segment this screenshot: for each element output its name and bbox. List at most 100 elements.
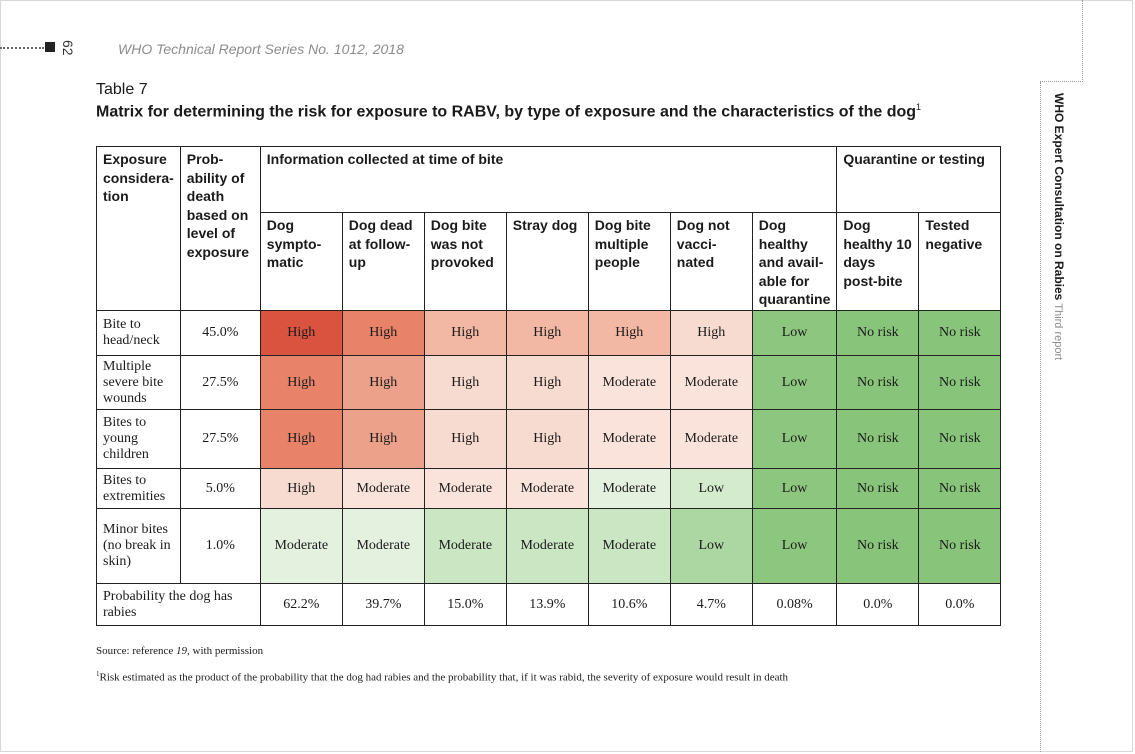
header-column: Dog dead at follow-up [341,212,425,311]
row-label: Bites to extremities [96,468,181,509]
risk-cell: Moderate [587,468,671,509]
risk-cell: Moderate [587,355,671,410]
risk-cell: High [259,355,343,410]
source-prefix: Source: reference [96,645,177,657]
row-probability: 27.5% [179,409,261,469]
risk-cell: No risk [918,355,1002,410]
header-column: Dog bite was not provoked [423,212,507,311]
running-head: WHO Technical Report Series No. 1012, 20… [118,41,404,57]
risk-cell: No risk [836,409,920,469]
source-note: Source: reference 19, with permission [96,645,263,657]
risk-cell: High [505,355,589,410]
side-title: WHO Expert Consultation on Rabies Third r… [1052,93,1066,360]
risk-cell: Moderate [587,508,671,584]
table-row: Minor bites (no break in skin) 1.0% Mode… [96,508,1002,584]
risk-cell: High [505,310,589,356]
dog-rabies-probability: 10.6% [587,583,671,626]
header-exposure: Exposure considera-tion [96,146,181,311]
risk-cell: Moderate [423,508,507,584]
table-title: Matrix for determining the risk for expo… [96,102,921,121]
row-probability: 1.0% [179,508,261,584]
row-label: Minor bites (no break in skin) [96,508,181,584]
header-probability: Prob-ability of death based on level of … [179,146,261,311]
table-title-text: Matrix for determining the risk for expo… [96,103,917,121]
table-row: Bites to extremities 5.0% High Moderate … [96,468,1002,509]
dog-rabies-probability: 0.0% [918,583,1002,626]
header-column: Dog healthy 10 days post-bite [836,212,920,311]
risk-cell: Low [751,355,838,410]
dog-rabies-probability: 39.7% [341,583,425,626]
risk-cell: Low [751,508,838,584]
risk-cell: No risk [836,310,920,356]
risk-cell: Low [669,508,753,584]
risk-cell: High [259,468,343,509]
risk-cell: No risk [836,508,920,584]
risk-cell: Low [751,468,838,509]
risk-cell: High [341,409,425,469]
dog-rabies-probability: 4.7% [669,583,753,626]
dog-rabies-probability: 0.0% [836,583,920,626]
risk-cell: Moderate [669,355,753,410]
risk-footnote: 1Risk estimated as the product of the pr… [96,670,788,684]
table-title-sup: 1 [916,102,922,112]
risk-cell: Low [751,409,838,469]
header-column: Tested negative [918,212,1002,311]
risk-cell: High [505,409,589,469]
header-info-group: Information collected at time of bite [259,146,838,213]
risk-cell: No risk [836,468,920,509]
risk-cell: High [341,355,425,410]
header-column: Stray dog [505,212,589,311]
risk-cell: High [423,409,507,469]
dog-rabies-probability: 62.2% [259,583,343,626]
table-row: Bites to young children 27.5% High High … [96,409,1002,469]
row-label: Multiple severe bite wounds [96,355,181,410]
side-dotted-rule [1040,81,1083,82]
risk-cell: No risk [918,310,1002,356]
risk-cell: High [259,409,343,469]
dog-rabies-probability: 13.9% [505,583,589,626]
dotted-rule [0,47,44,49]
risk-cell: Moderate [505,468,589,509]
header-column: Dog sympto-matic [259,212,343,311]
row-label: Bite to head/neck [96,310,181,356]
footnote-text: Risk estimated as the product of the pro… [99,671,789,684]
row-probability: 5.0% [179,468,261,509]
risk-cell: Moderate [587,409,671,469]
risk-cell: High [423,310,507,356]
risk-cell: Moderate [505,508,589,584]
row-probability: 27.5% [179,355,261,410]
header-column: Dog healthy and avail-able for quarantin… [751,212,838,311]
risk-cell: Moderate [423,468,507,509]
page-marker [45,42,55,52]
row-label: Bites to young children [96,409,181,469]
risk-cell: Moderate [341,468,425,509]
risk-cell: No risk [918,409,1002,469]
side-dotted-rule [1082,0,1083,82]
side-title-main: WHO Expert Consultation on Rabies [1052,93,1066,301]
risk-cell: High [259,310,343,356]
risk-matrix-table: Exposure considera-tion Prob-ability of … [96,146,1002,626]
dog-rabies-probability: 0.08% [751,583,838,626]
footer-label: Probability the dog has rabies [96,583,261,626]
header-column: Dog bite multiple people [587,212,671,311]
risk-cell: No risk [918,468,1002,509]
row-probability: 45.0% [179,310,261,356]
table-number: Table 7 [96,81,148,98]
table-row: Bite to head/neck 45.0% High High High H… [96,310,1002,356]
side-dotted-rule [1040,82,1041,752]
risk-cell: Moderate [669,409,753,469]
risk-cell: High [341,310,425,356]
source-suffix: , with permission [187,645,264,657]
dog-rabies-probability: 15.0% [423,583,507,626]
page-number: 62 [60,40,76,56]
footnote-sup: 1 [96,670,100,678]
footer-row: Probability the dog has rabies 62.2% 39.… [96,583,1002,626]
risk-cell: High [423,355,507,410]
side-title-sub: Third report [1052,303,1064,361]
table-row: Multiple severe bite wounds 27.5% High H… [96,355,1002,410]
risk-cell: High [587,310,671,356]
risk-cell: No risk [918,508,1002,584]
risk-cell: High [669,310,753,356]
header-column: Dog not vacci-nated [669,212,753,311]
